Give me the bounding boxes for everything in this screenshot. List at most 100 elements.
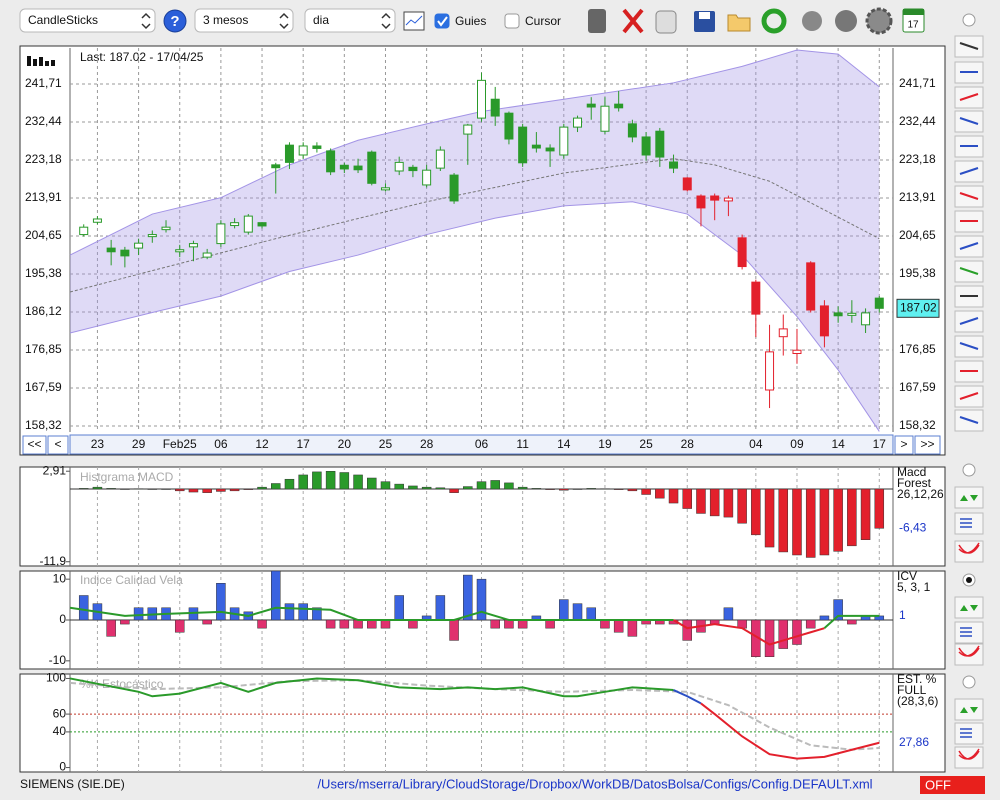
tool-glyph — [960, 707, 978, 713]
candle-body — [106, 247, 116, 253]
bar — [490, 480, 500, 490]
chart-icon[interactable] — [403, 11, 425, 31]
bar — [600, 619, 610, 629]
open-icon[interactable] — [727, 14, 751, 32]
bar — [271, 483, 281, 490]
state-text: OFF — [925, 777, 951, 792]
tool-glyph — [960, 627, 972, 637]
candle-body — [394, 161, 404, 172]
nav-label: < — [54, 437, 61, 451]
candle-body — [477, 79, 486, 119]
bar — [120, 619, 130, 625]
interval-select[interactable] — [304, 8, 396, 33]
bar — [298, 474, 308, 490]
bar — [764, 619, 775, 657]
bar — [394, 595, 404, 621]
cursor-checkbox[interactable] — [504, 13, 520, 29]
candle-body — [778, 328, 788, 338]
jar-icon[interactable] — [655, 10, 677, 34]
bar — [408, 619, 418, 629]
bar — [216, 583, 226, 621]
bar — [216, 488, 226, 492]
bar — [668, 488, 679, 504]
trash-icon[interactable] — [588, 9, 606, 33]
bar — [805, 619, 816, 629]
bar — [586, 488, 596, 490]
bar — [682, 488, 692, 509]
chart-icon-line — [405, 15, 423, 26]
y-tick-label-right: 158,32 — [899, 418, 936, 432]
nav-button[interactable] — [22, 435, 47, 455]
state-box[interactable] — [920, 776, 985, 794]
y-tick-label: -10 — [49, 653, 67, 667]
bar — [517, 619, 528, 629]
candle-body — [490, 98, 500, 117]
bar — [257, 486, 267, 490]
nav-button[interactable] — [914, 435, 941, 455]
radio[interactable] — [962, 13, 976, 27]
bar — [106, 488, 116, 490]
tool-button[interactable] — [954, 486, 984, 509]
guides-label: Guies — [455, 14, 486, 28]
y-tick-label: 10 — [53, 571, 67, 585]
tool-glyph — [958, 645, 980, 657]
legend-text: Forest — [897, 476, 932, 490]
candle-body — [463, 124, 473, 135]
bar — [421, 486, 432, 490]
refresh-icon[interactable] — [761, 8, 787, 34]
candle-body — [792, 349, 802, 355]
bar — [874, 488, 885, 529]
guides-checkbox[interactable] — [434, 13, 450, 29]
refresh-grey-icon[interactable] — [802, 11, 822, 31]
calendar-top — [903, 9, 924, 15]
bar — [353, 619, 363, 629]
settings-icon[interactable] — [865, 7, 893, 35]
bar — [600, 488, 610, 490]
bar — [188, 488, 199, 493]
delete-icon[interactable] — [622, 8, 644, 34]
euro-icon[interactable] — [835, 10, 857, 32]
bar — [696, 488, 706, 514]
bar — [78, 595, 89, 621]
legend-text: ICV — [897, 569, 917, 583]
k-line — [69, 677, 674, 698]
tool-glyph — [958, 748, 980, 760]
nav-button[interactable] — [47, 435, 69, 455]
bars-icon[interactable] — [27, 56, 55, 66]
bar — [627, 488, 638, 492]
candle-body — [737, 237, 747, 268]
tool-glyph — [959, 267, 979, 275]
candle-body — [216, 223, 226, 245]
help-button[interactable] — [163, 9, 187, 33]
bar — [106, 619, 116, 637]
candle-body — [367, 151, 377, 184]
candle-body — [861, 312, 871, 326]
panel-title: Indice Calidad Vela — [80, 573, 183, 587]
candle-body — [230, 222, 240, 227]
candle-body — [586, 103, 596, 108]
bar — [655, 488, 665, 499]
help-text: ? — [170, 13, 179, 30]
tool-button[interactable] — [954, 698, 984, 721]
x-tick-label: 04 — [749, 437, 763, 451]
bar — [627, 619, 638, 637]
tool-button[interactable] — [954, 596, 984, 619]
last-value: 1 — [899, 608, 906, 622]
type-select[interactable] — [19, 8, 156, 33]
nav-button[interactable] — [894, 435, 914, 455]
config-path[interactable]: /Users/mserra/Library/CloudStorage/Dropb… — [317, 776, 872, 791]
tool-glyph — [959, 93, 979, 101]
radio[interactable] — [962, 463, 976, 477]
candle-body — [284, 144, 294, 163]
tool-glyph — [959, 167, 979, 175]
chevron — [279, 12, 289, 30]
radio[interactable] — [962, 675, 976, 689]
x-tick-label: Feb25 — [163, 437, 197, 451]
candle-body — [408, 166, 418, 172]
y-tick-label: 204,65 — [25, 228, 62, 242]
candle-body — [819, 305, 829, 337]
bar — [380, 619, 391, 629]
period-select[interactable] — [194, 8, 294, 33]
nav-label: >> — [920, 437, 934, 451]
